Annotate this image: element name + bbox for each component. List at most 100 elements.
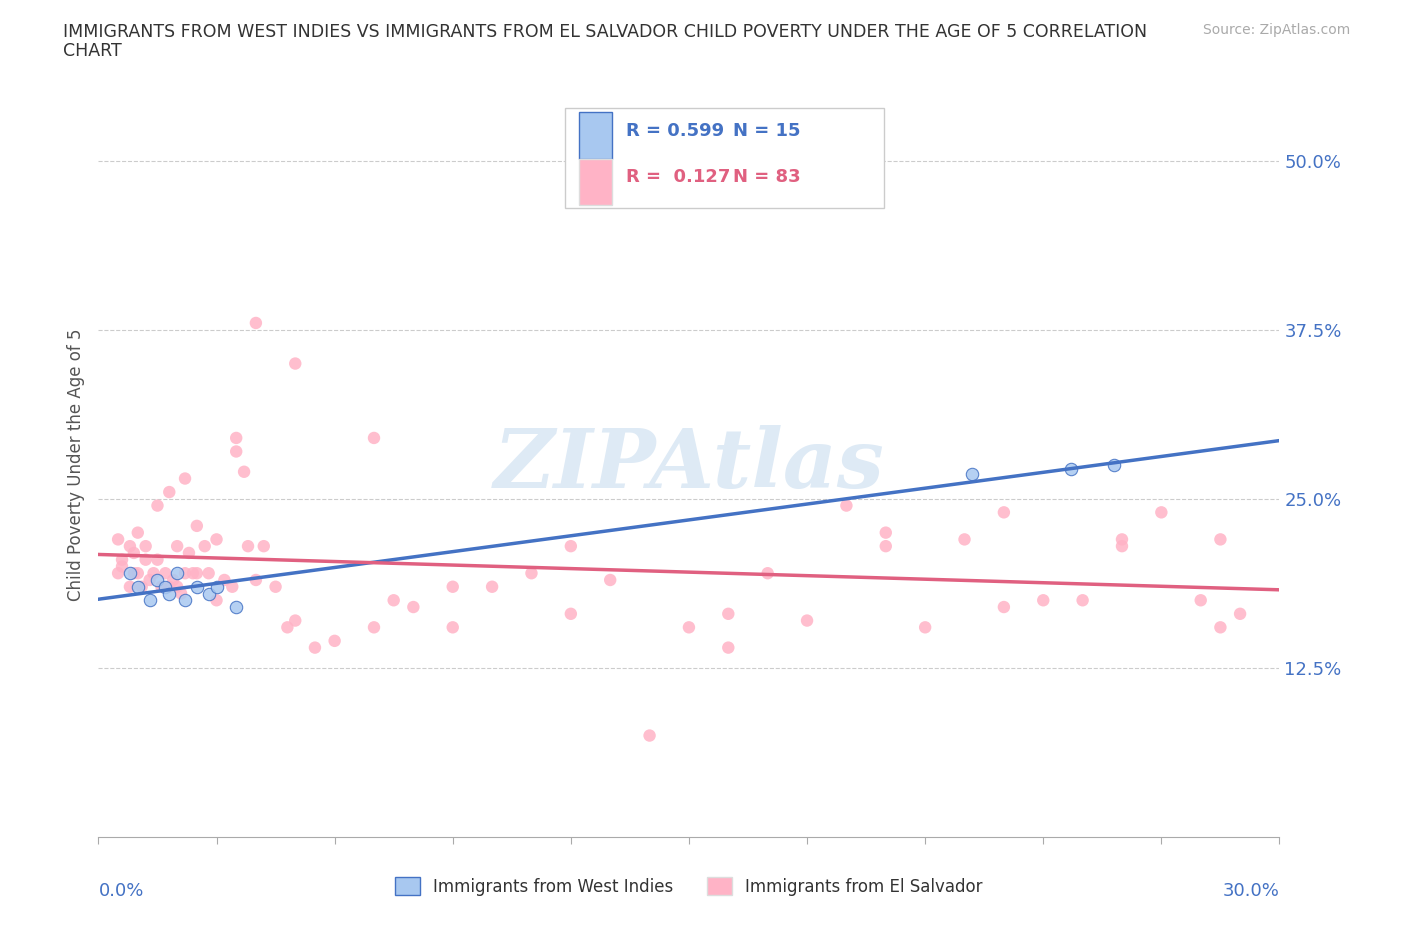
Point [1111,532,1133,547]
FancyBboxPatch shape [565,108,884,208]
Point [127,579,149,594]
Point [135,552,157,567]
Point [177,546,200,561]
Point [796,613,818,628]
Y-axis label: Child Poverty Under the Age of 5: Child Poverty Under the Age of 5 [66,328,84,602]
Point [170,586,193,601]
Point [875,538,897,553]
Point [233,464,256,479]
Point [166,565,188,580]
Point [245,573,267,588]
Point [1111,538,1133,553]
Point [993,600,1015,615]
Point [197,586,219,601]
Point [441,620,464,635]
Point [138,592,160,607]
Point [560,538,582,553]
Text: 0.0%: 0.0% [98,882,143,899]
Point [953,532,976,547]
Point [157,485,180,499]
Point [402,600,425,615]
Point [1209,620,1232,635]
Point [146,498,169,513]
Bar [579,113,612,159]
Point [835,498,858,513]
Point [174,592,197,607]
Point [205,532,228,547]
Point [225,444,247,458]
Text: Source: ZipAtlas.com: Source: ZipAtlas.com [1202,23,1350,37]
Point [135,538,157,553]
Legend: Immigrants from West Indies, Immigrants from El Salvador: Immigrants from West Indies, Immigrants … [395,878,983,896]
Text: N = 83: N = 83 [733,168,800,186]
Point [127,565,149,580]
Point [560,606,582,621]
Point [382,592,405,607]
Point [111,559,134,574]
Point [875,525,897,540]
Point [122,565,145,580]
Point [194,538,217,553]
Point [323,633,346,648]
Point [678,620,700,635]
Text: 30.0%: 30.0% [1223,882,1279,899]
Point [481,579,503,594]
Point [166,538,188,553]
Point [914,620,936,635]
Text: IMMIGRANTS FROM WEST INDIES VS IMMIGRANTS FROM EL SALVADOR CHILD POVERTY UNDER T: IMMIGRANTS FROM WEST INDIES VS IMMIGRANT… [63,23,1147,41]
Point [717,606,740,621]
Point [363,431,385,445]
Point [264,579,287,594]
Point [756,565,779,580]
Point [142,565,165,580]
Point [225,431,247,445]
Point [174,565,197,580]
Point [520,565,543,580]
Point [131,579,153,594]
Point [1060,461,1083,476]
Point [118,579,141,594]
Point [221,579,243,594]
Point [162,573,184,588]
Point [118,565,141,580]
Point [363,620,385,635]
Point [111,552,134,567]
Point [186,579,208,594]
Text: R =  0.127: R = 0.127 [626,168,731,186]
Point [174,472,197,486]
Point [150,579,173,594]
Text: R = 0.599: R = 0.599 [626,122,724,140]
Point [1229,606,1251,621]
Point [284,356,307,371]
Point [205,579,228,594]
Point [717,640,740,655]
Point [304,640,326,655]
Point [118,538,141,553]
Point [441,579,464,594]
Point [166,579,188,594]
Point [146,573,169,588]
Point [186,518,208,533]
Point [205,592,228,607]
Point [1071,592,1094,607]
Point [599,573,621,588]
Text: N = 15: N = 15 [733,122,800,140]
Point [1150,505,1173,520]
Point [276,620,298,635]
Point [122,546,145,561]
Point [197,565,219,580]
Point [253,538,276,553]
Text: CHART: CHART [63,42,122,60]
Point [245,315,267,330]
Point [1189,592,1212,607]
Point [1102,458,1125,472]
Point [138,573,160,588]
Point [155,579,177,594]
Point [155,565,177,580]
Point [1209,532,1232,547]
Point [181,565,204,580]
Bar [579,159,612,205]
Point [225,600,247,615]
Point [107,532,129,547]
Point [146,552,169,567]
